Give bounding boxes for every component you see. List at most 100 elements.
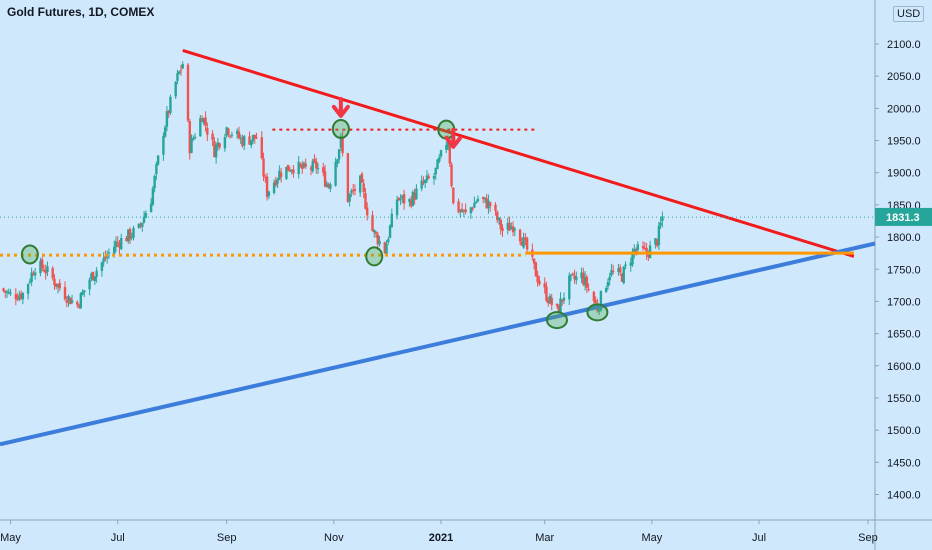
candle-body [432,176,436,179]
candle-body [485,198,488,209]
candle-body [513,228,517,231]
candle-body [643,247,647,249]
candle-body [425,175,429,181]
candle-body [469,207,473,214]
candle-body [241,137,244,147]
candle-body [301,164,304,169]
candle-body [130,236,133,238]
marker-circle[interactable] [20,244,39,265]
candle-body [104,256,107,259]
support-trendline[interactable] [0,241,876,447]
candle-body [508,222,511,231]
candle-body [489,202,492,206]
candle-body [16,299,19,301]
candle-body [471,207,474,210]
candle-body [571,273,574,275]
marker-circle[interactable] [586,303,609,322]
plot-area[interactable] [0,0,875,520]
candle-body [439,150,443,157]
candle-body [190,137,193,153]
candle-body [520,241,524,246]
candle-body [546,300,550,304]
candle-body [647,252,650,257]
candle-body [323,171,327,187]
candle-body [9,292,12,294]
candle-body [32,273,35,276]
candle-body [506,222,509,230]
candle-body [63,287,67,300]
candle-body [262,158,265,177]
candle-body [473,202,476,208]
candle-body [214,145,218,158]
candle-body [336,159,339,164]
candle-body [341,137,344,154]
marker-circle[interactable] [365,246,384,267]
candle-body [174,81,177,97]
y-tick-label: 1500.0 [887,425,921,437]
candle-body [573,275,576,280]
candle-body [107,252,111,254]
candle-body [235,130,239,134]
candle-body [26,283,30,294]
resistance-trendline[interactable] [182,49,855,258]
candle-body [19,293,23,299]
candle-body [476,198,480,202]
candle-body [631,251,634,265]
candle-body [223,137,227,149]
candle-body [402,193,406,204]
candle-body [538,280,541,285]
candle-body [151,188,155,205]
candle-body [304,163,307,167]
candle-body [487,200,490,209]
marker-circle[interactable] [545,311,568,330]
candle-body [139,224,142,226]
candle-body [525,238,529,250]
marker-circle[interactable] [331,118,350,139]
candle-body [292,169,295,174]
candle-body [511,226,515,233]
candle-body [434,167,437,175]
candle-body [464,209,467,213]
candle-body [30,272,33,282]
x-tick-label: May [641,532,662,544]
candle-body [499,219,502,230]
candle-body [162,136,165,155]
candle-body [550,297,553,305]
candle-body [51,268,54,279]
candle-body [77,305,81,308]
candle-body [371,215,374,232]
candle-body [608,276,611,281]
last-price-label: 1831.3 [886,212,920,224]
candle-body [374,232,378,234]
x-tick-label: May [0,532,21,544]
candle-body [364,193,367,209]
candle-body [457,201,460,213]
candle-body [118,242,121,248]
candle-body [206,127,209,135]
candle-body [610,270,613,276]
candle-body [105,255,109,258]
candle-body [422,181,425,184]
candle-body [401,195,404,199]
candle-body [661,216,664,221]
candle-body [337,149,341,160]
candle-body [58,282,61,289]
candle-body [555,303,559,306]
candle-body [286,164,290,172]
currency-label[interactable]: USD [893,6,925,22]
candle-body [438,157,441,162]
candle-body [193,136,197,139]
candle-body [313,158,316,163]
candle-body [641,246,645,249]
y-tick-label: 1750.0 [887,264,921,276]
candle-body [181,64,184,69]
candle-body [510,226,513,230]
candle-body [264,176,267,178]
y-tick-label: 1450.0 [887,457,921,469]
candle-body [399,199,402,201]
candle-body [165,111,169,127]
x-tick-label: Mar [535,532,554,544]
last-price-tag [875,207,932,226]
